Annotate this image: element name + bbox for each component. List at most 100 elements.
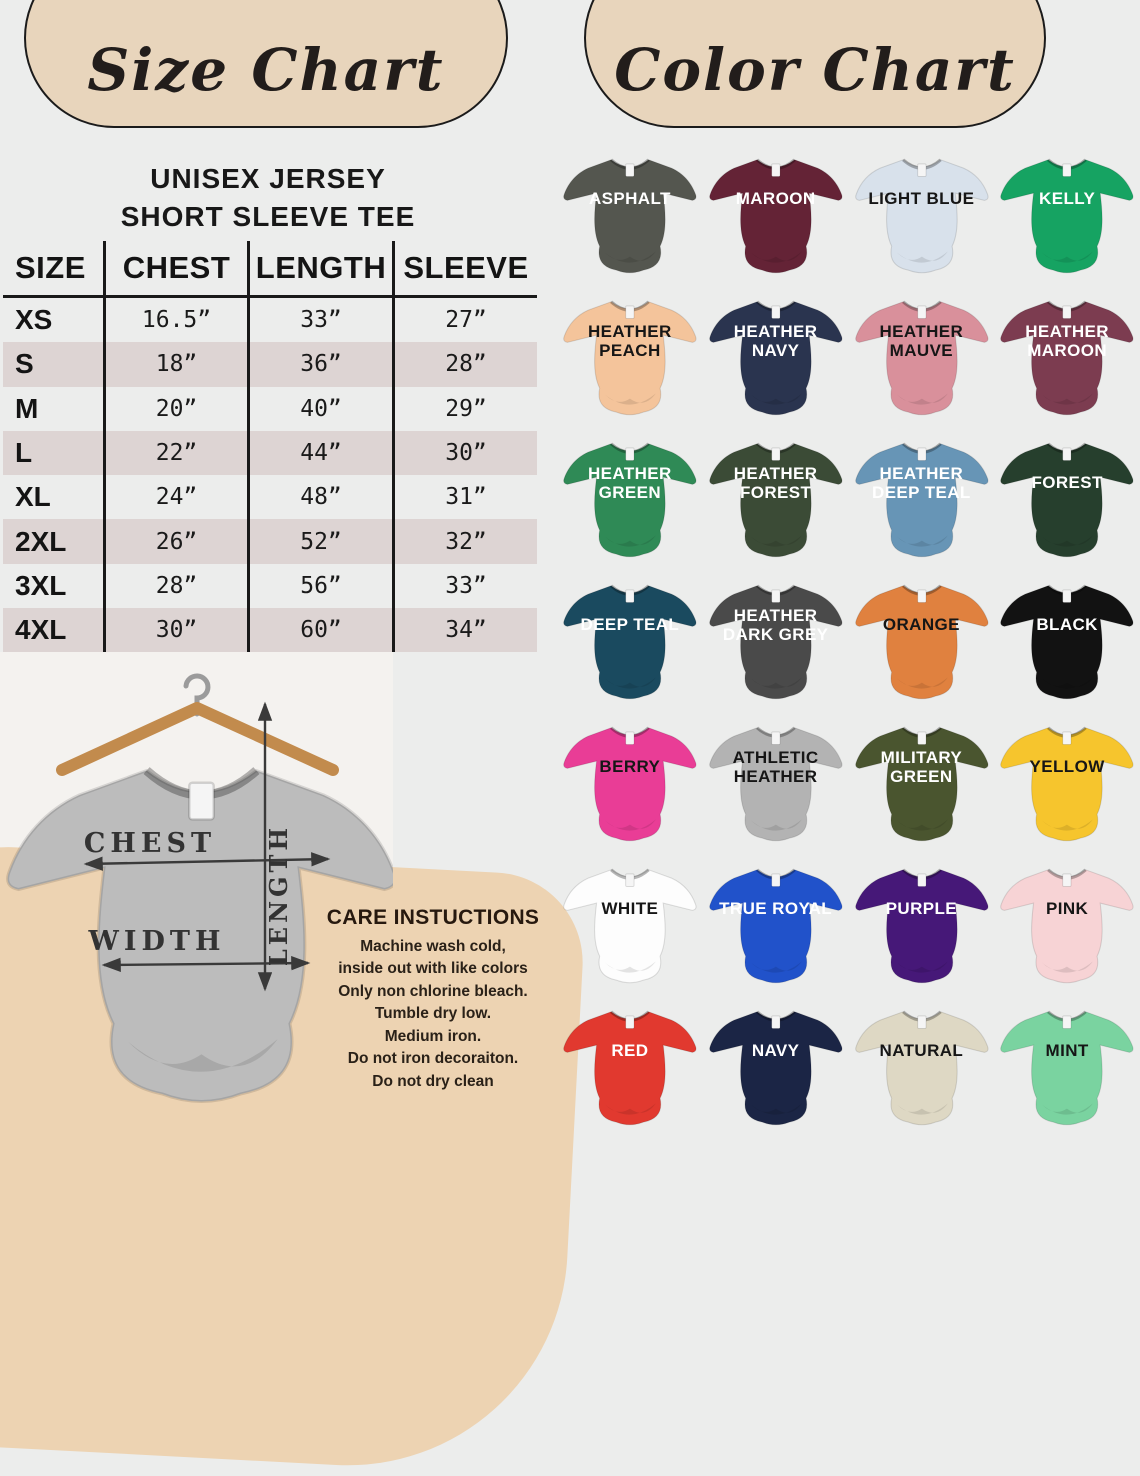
length-cell: 33”	[247, 298, 392, 343]
care-line: Medium iron.	[384, 1027, 482, 1045]
color-swatch: YELLOW	[994, 714, 1140, 854]
color-swatch: BLACK	[994, 572, 1140, 712]
table-row: XS 16.5” 33” 27”	[3, 298, 537, 343]
color-swatch: HEATHER MAUVE	[849, 288, 995, 428]
color-chart-title: Color Chart	[614, 36, 1016, 104]
sleeve-cell: 33”	[392, 563, 537, 609]
color-swatch: BERRY	[557, 714, 703, 854]
length-cell: 60”	[247, 608, 392, 653]
size-cell: M	[15, 392, 39, 424]
color-swatch: HEATHER DEEP TEAL	[849, 430, 995, 570]
color-swatch: FOREST	[994, 430, 1140, 570]
color-swatch: KELLY	[994, 146, 1140, 286]
color-name-label: WHITE	[601, 899, 659, 919]
color-swatch: DEEP TEAL	[557, 572, 703, 712]
color-swatch: ATHLETIC HEATHER	[703, 714, 849, 854]
color-swatch: NATURAL	[849, 998, 995, 1138]
color-swatch: TRUE ROYAL	[703, 856, 849, 996]
color-swatch: PURPLE	[849, 856, 995, 996]
color-swatch: MILITARY GREEN	[849, 714, 995, 854]
color-name-label: HEATHER GREEN	[588, 463, 672, 503]
table-row: 2XL 26” 52” 32”	[3, 519, 537, 564]
care-instructions-title: CARE INSTUCTIONS	[326, 906, 540, 929]
table-row: 3XL 28” 56” 33”	[3, 563, 537, 609]
color-name-label: FOREST	[1031, 473, 1103, 493]
color-swatch: HEATHER GREEN	[557, 430, 703, 570]
hanger-bar	[56, 702, 339, 776]
size-chart-title: Size Chart	[87, 36, 445, 104]
color-name-label: HEATHER MAUVE	[879, 321, 964, 361]
sleeve-cell: 28”	[392, 342, 537, 387]
header-cell-chest: CHEST	[103, 241, 247, 295]
table-header-row: SIZE CHEST LENGTH SLEEVE	[3, 241, 537, 298]
table-row: S 18” 36” 28”	[3, 342, 537, 387]
size-table: SIZE CHEST LENGTH SLEEVE XS 16.5” 33” 27…	[3, 241, 537, 653]
care-line: Machine wash cold,	[360, 938, 506, 955]
color-name-label: PINK	[1046, 899, 1089, 919]
color-name-label: ASPHALT	[588, 189, 671, 209]
color-swatch: MINT	[994, 998, 1140, 1138]
color-swatch: ASPHALT	[557, 146, 703, 286]
length-cell: 48”	[247, 475, 392, 520]
chest-cell: 26”	[103, 519, 247, 564]
color-name-label: HEATHER DARK GREY	[722, 605, 829, 645]
chest-measure-label: CHEST	[84, 828, 216, 859]
hanger-hook	[183, 673, 211, 717]
color-swatch: HEATHER DARK GREY	[703, 572, 849, 712]
color-swatch: HEATHER PEACH	[557, 288, 703, 428]
measurement-diagram: CHEST WIDTH LENGTH	[0, 673, 393, 1140]
color-swatch: MAROON	[703, 146, 849, 286]
color-name-label: HEATHER PEACH	[588, 321, 672, 361]
table-row: 4XL 30” 60” 34”	[3, 608, 537, 653]
care-line: Only non chlorine bleach.	[338, 982, 528, 1000]
length-measure-label: LENGTH	[264, 824, 293, 966]
sleeve-cell: 34”	[392, 608, 537, 653]
sleeve-cell: 27”	[392, 298, 537, 343]
color-chart-banner: Color Chart	[584, 0, 1046, 128]
color-swatch: LIGHT BLUE	[849, 146, 995, 286]
chest-cell: 16.5”	[103, 298, 247, 343]
size-cell: XS	[15, 304, 53, 336]
table-row: L 22” 44” 30”	[3, 430, 537, 476]
color-swatch: HEATHER FOREST	[703, 430, 849, 570]
color-name-label: MILITARY GREEN	[880, 747, 963, 787]
size-cell: L	[15, 437, 33, 469]
color-swatch: WHITE	[557, 856, 703, 996]
header-cell-length: LENGTH	[247, 241, 392, 295]
color-name-label: HEATHER MAROON	[1025, 321, 1109, 361]
color-name-label: KELLY	[1039, 189, 1096, 209]
length-cell: 40”	[247, 386, 392, 431]
product-title-line1: UNISEX JERSEY	[150, 163, 386, 194]
color-swatch: ORANGE	[849, 572, 995, 712]
color-chart-grid: ASPHALT MAROON LIGHT BLUE KELLY HEATHER …	[557, 146, 1140, 1138]
size-cell: 4XL	[15, 614, 67, 646]
color-swatch: PINK	[994, 856, 1140, 996]
chest-cell: 28”	[103, 563, 247, 609]
color-swatch: HEATHER NAVY	[703, 288, 849, 428]
chest-cell: 24”	[103, 475, 247, 520]
size-cell: XL	[15, 481, 51, 513]
chest-arrow	[83, 852, 331, 871]
size-cell: S	[15, 348, 34, 380]
length-cell: 56”	[247, 563, 392, 609]
header-cell-sleeve: SLEEVE	[392, 241, 537, 295]
sleeve-cell: 29”	[392, 386, 537, 431]
table-row: M 20” 40” 29”	[3, 386, 537, 431]
chest-cell: 22”	[103, 430, 247, 476]
color-name-label: TRUE ROYAL	[719, 899, 833, 919]
length-cell: 52”	[247, 519, 392, 564]
size-chart-banner: Size Chart	[24, 0, 508, 128]
color-swatch: HEATHER MAROON	[994, 288, 1140, 428]
product-title: UNISEX JERSEY SHORT SLEEVE TEE	[18, 160, 518, 236]
sleeve-cell: 31”	[392, 475, 537, 520]
care-line: Do not dry clean	[372, 1072, 494, 1090]
color-name-label: BERRY	[599, 757, 661, 777]
width-arrow	[101, 955, 311, 973]
size-cell: 2XL	[15, 525, 67, 557]
color-name-label: YELLOW	[1029, 757, 1105, 777]
table-row: XL 24” 48” 31”	[3, 475, 537, 520]
sleeve-cell: 32”	[392, 519, 537, 564]
color-name-label: NAVY	[751, 1041, 800, 1061]
color-name-label: MINT	[1045, 1041, 1089, 1061]
header-cell-size: SIZE	[15, 250, 86, 285]
